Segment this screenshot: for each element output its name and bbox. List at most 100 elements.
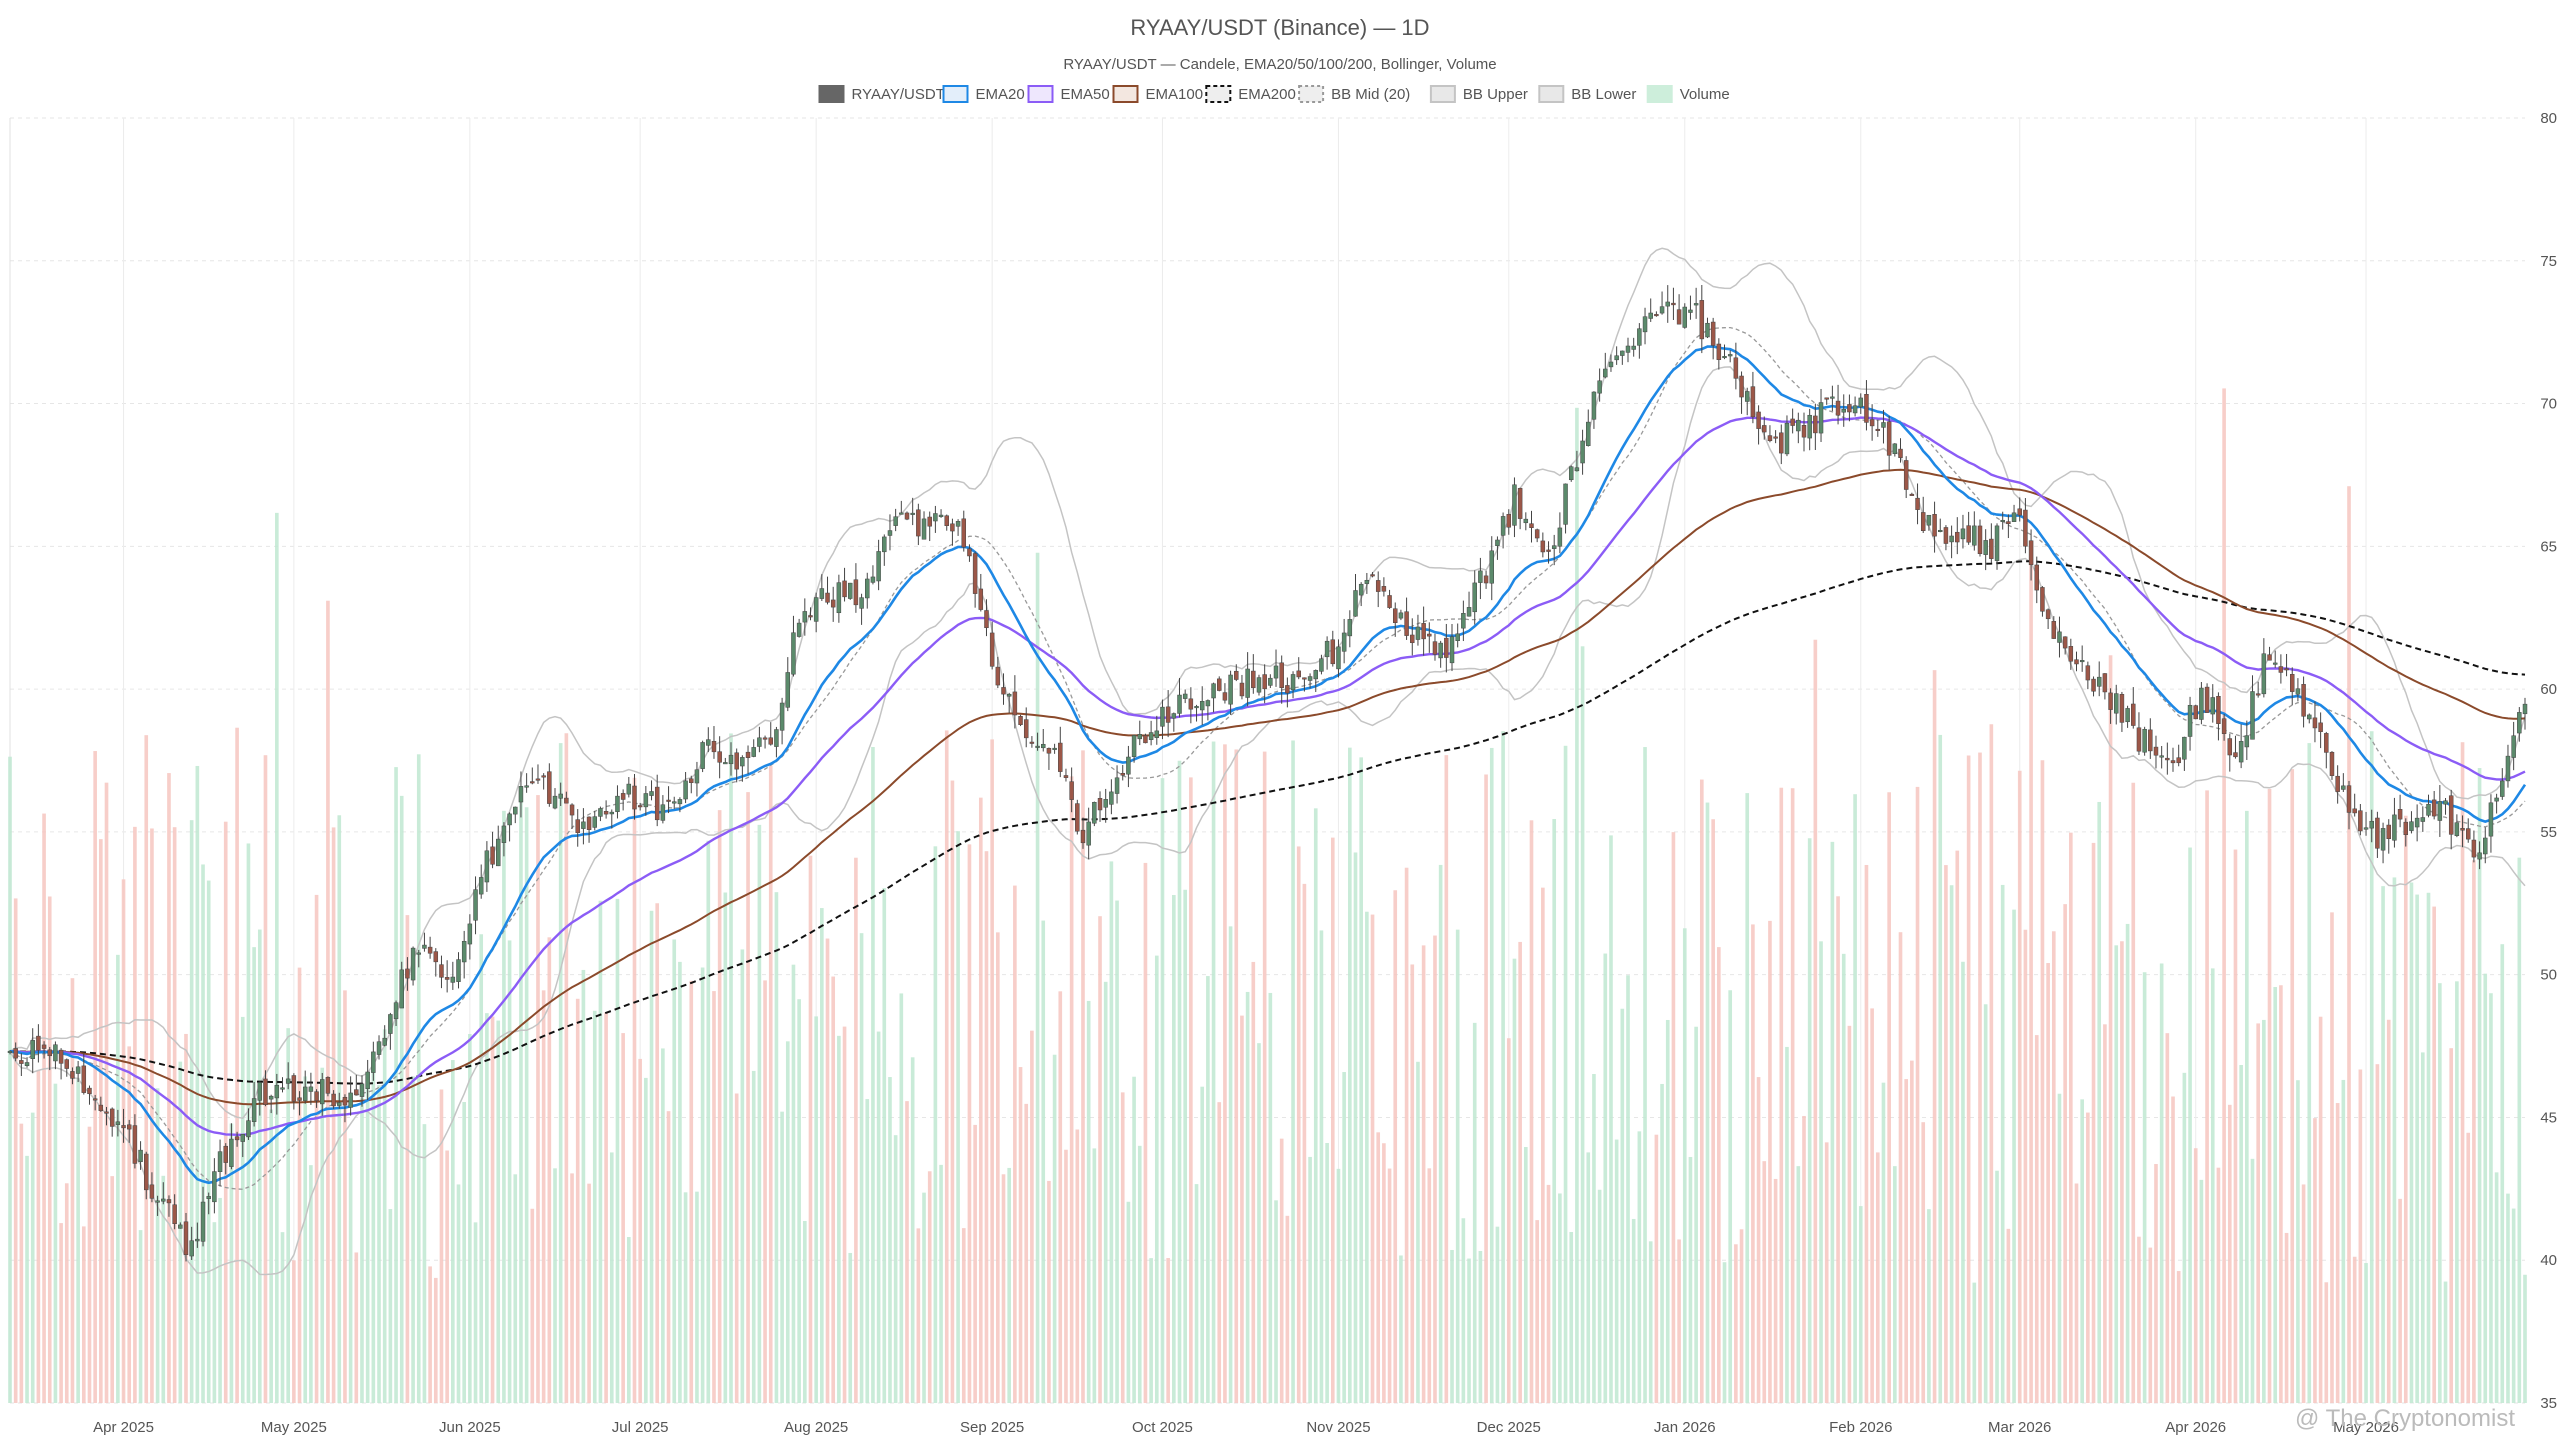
candle-body <box>274 1084 280 1099</box>
legend-item: EMA200 <box>1205 85 1296 103</box>
candle-body <box>1046 747 1052 754</box>
candle-body <box>1268 677 1273 686</box>
volume-bar <box>825 938 830 1403</box>
axes: 35 40 45 50 55 60 65 70 75 80 Apr 2025 May 2025 Jun … <box>93 110 2557 1436</box>
volume-bar <box>842 1026 847 1403</box>
candle-body <box>677 799 683 805</box>
volume-bar <box>1893 1166 1897 1403</box>
candle-body <box>433 951 439 963</box>
volume-bar <box>1172 895 1176 1403</box>
candle-body <box>2318 722 2323 732</box>
volume-bar <box>172 827 177 1403</box>
legend-label: BB Mid (20) <box>1331 86 1410 103</box>
candle-body <box>1194 706 1199 709</box>
volume-bar <box>2449 1048 2454 1403</box>
candle-body <box>1273 665 1279 679</box>
volume-bar <box>377 1085 381 1403</box>
volume-bar <box>1024 1103 1029 1403</box>
candle-body <box>1699 300 1705 340</box>
candle-body <box>762 737 768 740</box>
volume-bar <box>19 1123 24 1403</box>
candle-body <box>1932 514 1937 537</box>
candle-body <box>1665 301 1670 307</box>
candle-body <box>1160 706 1165 727</box>
candle-body <box>2346 785 2352 813</box>
volume-bar <box>1626 975 1630 1403</box>
volume-bar <box>933 846 938 1403</box>
volume-bar <box>388 1209 393 1403</box>
candle-body <box>1892 443 1898 455</box>
x-tick-label: Nov 2025 <box>1306 1419 1370 1436</box>
candle-body <box>2255 693 2261 696</box>
candle-body <box>1427 633 1432 637</box>
volume-bar <box>507 940 512 1403</box>
volume-bar <box>1410 964 1415 1403</box>
candle-body <box>1835 400 1841 416</box>
candle-body <box>1920 512 1926 531</box>
candle-body <box>1398 612 1404 619</box>
candle-body <box>768 737 773 745</box>
candle-body <box>1131 735 1137 757</box>
candle-body <box>2307 714 2312 720</box>
candle-body <box>1762 425 1767 433</box>
volume-bar <box>1762 1161 1767 1403</box>
volume-bar <box>1086 1000 1091 1403</box>
candle-body <box>1324 640 1330 658</box>
volume-bar <box>2358 1069 2363 1403</box>
volume-bar <box>2466 1132 2471 1403</box>
candle-body <box>1858 397 1864 408</box>
candle-body <box>2352 808 2357 814</box>
volume-bar <box>87 1126 92 1403</box>
volume-bar <box>888 1077 892 1403</box>
volume-bar <box>195 765 200 1403</box>
volume-bar <box>1489 747 1494 1403</box>
volume-bar <box>2420 1052 2425 1403</box>
candle-body <box>1154 730 1160 738</box>
volume-bar <box>984 851 989 1403</box>
candle-body <box>325 1077 331 1094</box>
candle-body <box>2335 775 2340 792</box>
volume-bar <box>252 947 256 1403</box>
candle-body <box>200 1201 206 1242</box>
volume-bar <box>581 969 586 1403</box>
volume-bar <box>541 990 546 1403</box>
volume-bar <box>2330 912 2334 1403</box>
candle-body <box>1983 540 1988 555</box>
candle-body <box>938 514 944 517</box>
y-tick-label: 45 <box>2540 1109 2557 1126</box>
candle-body <box>513 806 518 815</box>
candle-body <box>558 793 563 799</box>
volume-bar <box>2256 1023 2260 1403</box>
candle-body <box>632 785 637 810</box>
volume-bar <box>717 810 722 1403</box>
candle-body <box>1563 483 1568 525</box>
candle-body <box>1744 391 1750 402</box>
candle-body <box>637 805 643 808</box>
watermark: @ The Cryptonomist <box>2295 1405 2515 1432</box>
candle-body <box>530 781 535 784</box>
candle-body <box>1041 743 1046 749</box>
candle-body <box>654 786 660 821</box>
candle-body <box>2051 621 2057 639</box>
candle-body <box>2443 800 2448 805</box>
candle-body <box>2358 810 2363 832</box>
candle-body <box>620 793 626 800</box>
volume-bar <box>2273 987 2278 1403</box>
candle-body <box>1290 674 1296 691</box>
volume-bar <box>1705 802 1710 1403</box>
volume-bar <box>1734 1244 1738 1403</box>
volume-bar <box>116 954 120 1403</box>
candle-body <box>660 804 666 821</box>
candle-body <box>524 785 529 788</box>
candle-body <box>751 747 756 757</box>
candle-body <box>2006 521 2011 525</box>
candle-body <box>1228 674 1233 705</box>
volume-bar <box>2086 1112 2090 1403</box>
volume-bar <box>2517 857 2522 1403</box>
volume-bar <box>1620 1008 1625 1403</box>
candle-body <box>382 1037 387 1046</box>
volume-bar <box>1603 953 1608 1403</box>
volume-bar <box>2216 1167 2221 1403</box>
candle-body <box>2216 695 2221 724</box>
volume-bar <box>774 892 779 1403</box>
